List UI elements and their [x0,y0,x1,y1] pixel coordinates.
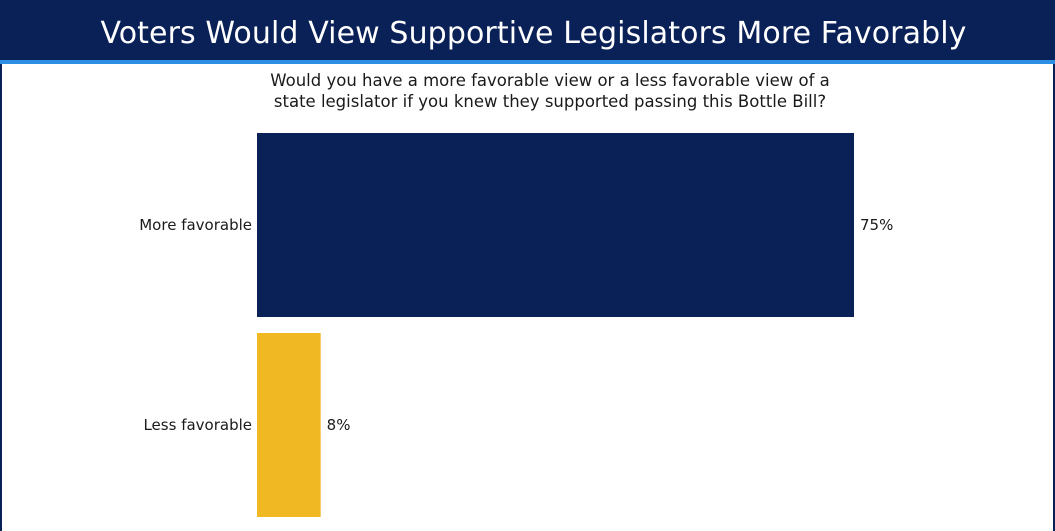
value-label-less-favorable: 8% [327,416,351,434]
survey-question-line-1: Would you have a more favorable view or … [270,71,830,90]
chart-title: Voters Would View Supportive Legislators… [100,15,967,51]
survey-question: Would you have a more favorable view or … [150,70,950,112]
value-label-more-favorable: 75% [860,216,893,234]
category-label-less-favorable: Less favorable [143,416,252,434]
bar-more-favorable [257,133,854,317]
title-underline [0,60,1055,64]
category-label-more-favorable: More favorable [139,216,252,234]
title-bar [0,0,1055,60]
survey-question-line-2: state legislator if you knew they suppor… [273,92,827,111]
bar-less-favorable [257,333,321,517]
